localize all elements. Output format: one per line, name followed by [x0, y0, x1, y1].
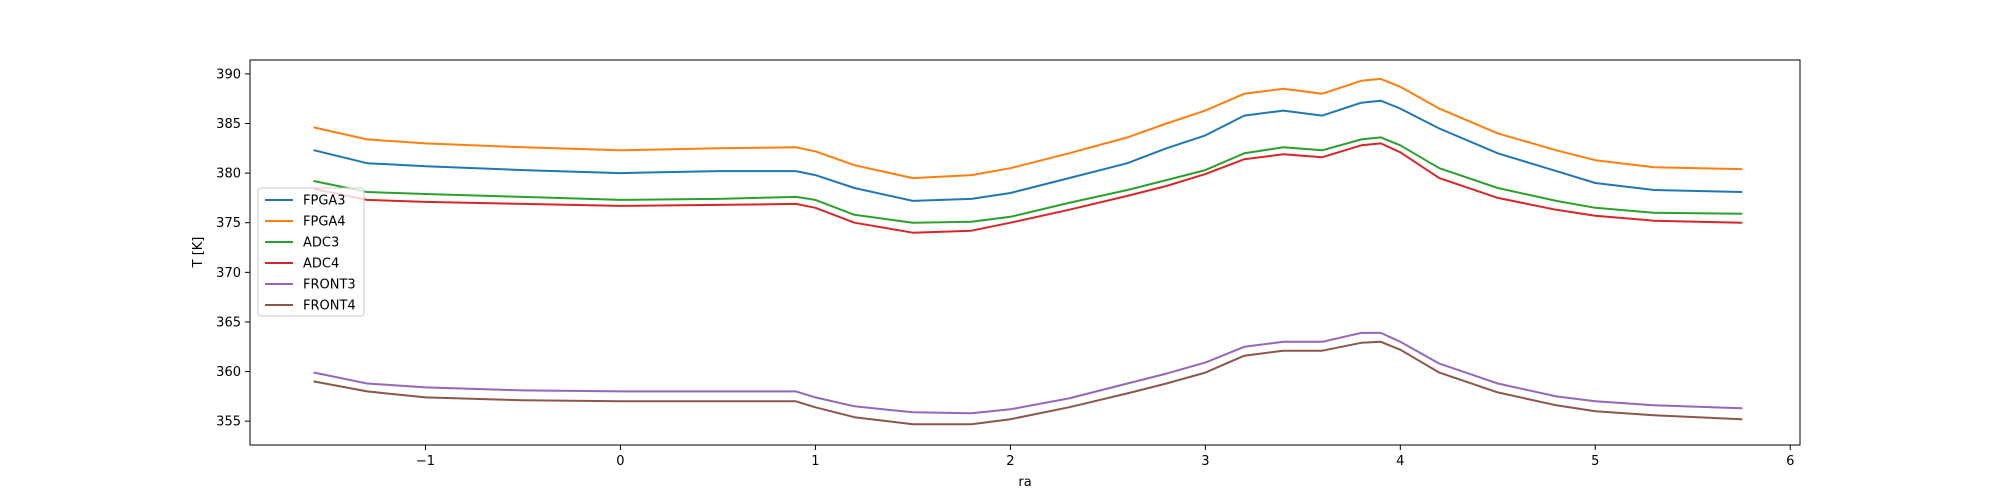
y-tick-label: 380: [216, 167, 241, 182]
y-tick-label: 365: [216, 315, 241, 330]
legend-label-fpga3: FPGA3: [303, 194, 346, 209]
y-tick-label: 375: [216, 216, 241, 231]
x-axis-label: ra: [1018, 475, 1031, 490]
legend: FPGA3 FPGA4 ADC3 ADC4 FRONT3 FRONT4: [257, 187, 365, 317]
legend-label-adc3: ADC3: [303, 236, 339, 251]
legend-label-front4: FRONT4: [303, 299, 356, 314]
x-tick-label: −1: [416, 454, 435, 469]
series-layer: [313, 77, 1743, 426]
x-tick-label: 4: [1396, 454, 1404, 469]
legend-label-fpga4: FPGA4: [303, 215, 346, 230]
x-tick-label: 3: [1201, 454, 1209, 469]
x-tick-label: 6: [1786, 454, 1794, 469]
y-tick-label: 370: [216, 266, 241, 281]
x-tick-label: 5: [1591, 454, 1599, 469]
y-axis-label: T [K]: [191, 237, 206, 269]
series-line-front3: [313, 331, 1743, 415]
plot-background: [250, 60, 1800, 445]
x-axis: −1 0 1 2 3 4 5 6: [416, 445, 1794, 469]
y-tick-label: 355: [216, 415, 241, 430]
series-line-adc4: [313, 142, 1743, 234]
series-line-front4: [313, 340, 1743, 426]
series-line-fpga4: [313, 77, 1743, 180]
y-tick-label: 360: [216, 365, 241, 380]
plot-frame: [249, 59, 1801, 446]
series-line-fpga3: [313, 99, 1743, 202]
legend-label-adc4: ADC4: [303, 257, 339, 272]
x-tick-label: 1: [811, 454, 819, 469]
legend-label-front3: FRONT3: [303, 278, 356, 293]
series-line-adc3: [313, 136, 1743, 224]
x-tick-label: 2: [1006, 454, 1014, 469]
y-axis: 355 360 365 370 375 380 385 390: [216, 67, 250, 430]
y-tick-label: 390: [216, 67, 241, 82]
y-tick-label: 385: [216, 117, 241, 132]
x-tick-label: 0: [616, 454, 624, 469]
